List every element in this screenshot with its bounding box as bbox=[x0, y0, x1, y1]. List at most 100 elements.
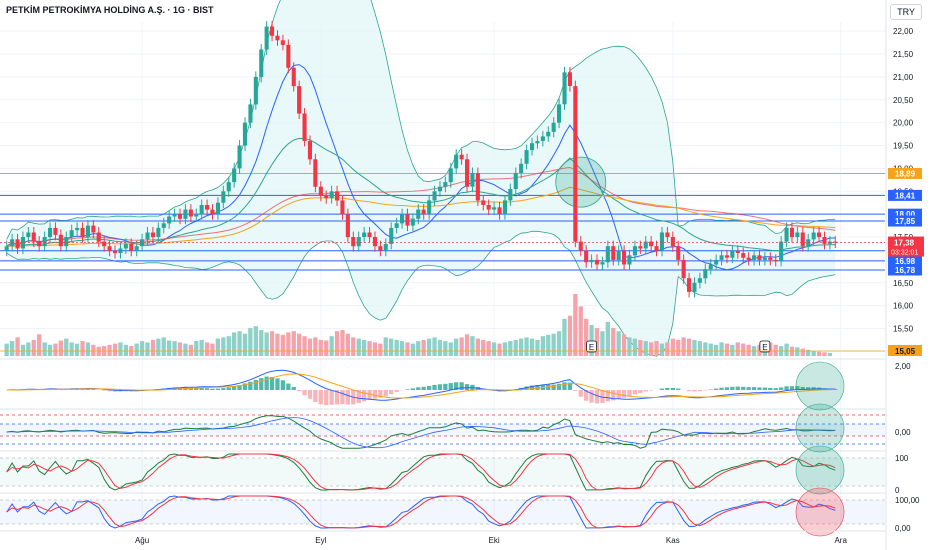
candle-body bbox=[470, 173, 475, 187]
macd-signal-line bbox=[6, 373, 836, 399]
candle-body bbox=[475, 173, 480, 201]
macd-histogram-bar bbox=[432, 384, 437, 390]
volume-bar bbox=[248, 328, 253, 356]
volume-bar bbox=[535, 339, 540, 356]
level-label-bg bbox=[888, 167, 922, 179]
candle bbox=[335, 185, 340, 206]
candle bbox=[102, 236, 107, 252]
volume-bar bbox=[80, 341, 85, 356]
volume-bar bbox=[367, 341, 372, 356]
volume-bar bbox=[69, 342, 74, 356]
macd-histogram-bar bbox=[573, 390, 578, 391]
candle bbox=[280, 34, 285, 51]
candle-body bbox=[508, 189, 513, 201]
volume-bar bbox=[454, 338, 459, 356]
candle-body bbox=[378, 246, 383, 251]
candle-body bbox=[697, 278, 702, 283]
candle bbox=[248, 98, 253, 129]
volume-bar bbox=[399, 341, 405, 356]
candle bbox=[557, 98, 562, 129]
candle-body bbox=[497, 207, 502, 215]
candle-body bbox=[205, 205, 210, 210]
volume-bar bbox=[324, 340, 329, 356]
candle-body bbox=[762, 257, 767, 260]
candle-body bbox=[37, 241, 42, 247]
candle-body bbox=[573, 86, 578, 242]
macd-histogram-bar bbox=[264, 376, 269, 390]
volume-bar bbox=[724, 343, 730, 356]
candle bbox=[383, 238, 388, 257]
volume-bar bbox=[605, 321, 610, 356]
pane-band-fill bbox=[0, 500, 885, 524]
highlight-circle bbox=[795, 361, 845, 411]
candle bbox=[741, 247, 746, 264]
macd-histogram-bar bbox=[448, 383, 453, 390]
volume-bar bbox=[621, 334, 627, 356]
volume-bar bbox=[188, 344, 193, 356]
volume-bar bbox=[167, 340, 172, 356]
macd-histogram-bar bbox=[307, 390, 313, 399]
macd-histogram-bar bbox=[659, 388, 665, 390]
volume-bars bbox=[4, 294, 832, 356]
volume-bar bbox=[686, 338, 692, 356]
candle-body bbox=[264, 26, 269, 50]
candle-body bbox=[75, 227, 80, 231]
candle-body bbox=[632, 246, 637, 256]
candle bbox=[719, 249, 724, 266]
candle bbox=[362, 226, 367, 243]
x-tick-label: Kas bbox=[666, 536, 680, 545]
ema-100-line bbox=[6, 186, 836, 247]
candle bbox=[437, 181, 442, 197]
macd-histogram-bar bbox=[85, 389, 91, 390]
candle bbox=[773, 254, 778, 267]
y-tick-label: 20,50 bbox=[893, 96, 914, 105]
candle bbox=[502, 194, 507, 220]
candle-body bbox=[703, 269, 708, 279]
volume-bar bbox=[199, 339, 204, 356]
candle-body bbox=[318, 186, 323, 196]
candle-body bbox=[53, 227, 58, 235]
oscillator-signal bbox=[6, 417, 836, 449]
highlight-circle bbox=[555, 156, 607, 208]
volume-bar bbox=[302, 336, 307, 356]
volume-bar bbox=[757, 344, 762, 356]
macd-histogram-bar bbox=[562, 382, 567, 390]
candle-body bbox=[215, 202, 220, 215]
volume-bar bbox=[232, 332, 237, 356]
macd-histogram-bar bbox=[232, 386, 237, 390]
candle-body bbox=[167, 216, 172, 224]
candle-body bbox=[313, 159, 318, 187]
candle-body bbox=[421, 209, 426, 215]
candle bbox=[768, 252, 773, 266]
volume-bar bbox=[692, 339, 697, 356]
candle bbox=[400, 208, 405, 229]
candle-body bbox=[459, 154, 464, 160]
candle bbox=[242, 117, 247, 152]
macd-histogram-bar bbox=[578, 390, 583, 397]
candle bbox=[145, 226, 150, 245]
macd-histogram-bar bbox=[221, 388, 226, 390]
candle bbox=[91, 220, 96, 238]
volume-bar bbox=[405, 342, 410, 356]
candle bbox=[811, 226, 816, 245]
volume-bar bbox=[784, 343, 789, 356]
macd-histogram-bar bbox=[372, 390, 378, 399]
candle-body bbox=[286, 44, 291, 68]
volume-bar bbox=[242, 333, 248, 356]
candle-body bbox=[161, 223, 166, 228]
currency-badge[interactable]: TRY bbox=[890, 4, 922, 20]
candle-body bbox=[85, 225, 90, 237]
volume-bar bbox=[616, 331, 621, 356]
candle-body bbox=[714, 259, 719, 265]
candle bbox=[80, 222, 85, 243]
volume-bar bbox=[594, 328, 600, 356]
volume-bar bbox=[513, 339, 518, 356]
candle bbox=[465, 153, 470, 193]
macd-histogram-bar bbox=[627, 390, 632, 397]
volume-bar bbox=[150, 339, 156, 356]
macd-histogram-bar bbox=[676, 388, 681, 390]
level-label-bg bbox=[888, 208, 922, 220]
macd-histogram-bar bbox=[800, 386, 805, 390]
candle bbox=[372, 231, 377, 252]
